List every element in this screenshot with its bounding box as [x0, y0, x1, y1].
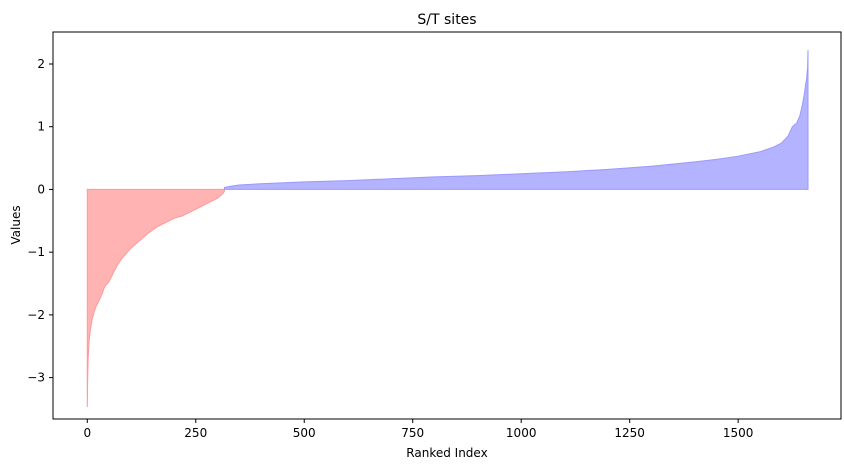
y-tick-label: −2 — [27, 308, 45, 322]
x-tick-label: 750 — [401, 426, 424, 440]
y-tick-label: −1 — [27, 245, 45, 259]
x-axis-label: Ranked Index — [406, 446, 487, 460]
y-tick-label: 2 — [37, 57, 45, 71]
y-axis-ticks: 2 1 0 −1 −2 −3 — [27, 57, 53, 385]
y-tick-label: −3 — [27, 371, 45, 385]
area-series-1 — [223, 50, 809, 190]
chart-title: S/T sites — [417, 12, 476, 28]
x-tick-label: 500 — [293, 426, 316, 440]
y-tick-label: 0 — [37, 182, 45, 196]
x-tick-label: 0 — [83, 426, 91, 440]
y-tick-label: 1 — [37, 120, 45, 134]
plot-areas — [86, 50, 809, 408]
x-tick-label: 250 — [184, 426, 207, 440]
x-tick-label: 1000 — [506, 426, 537, 440]
x-tick-label: 1250 — [614, 426, 645, 440]
area-series-0 — [86, 188, 225, 408]
plot-frame — [52, 31, 842, 420]
y-axis-label: Values — [9, 205, 23, 244]
x-tick-label: 1500 — [723, 426, 754, 440]
x-axis-ticks: 0 250 500 750 1000 1250 1500 — [83, 419, 753, 440]
